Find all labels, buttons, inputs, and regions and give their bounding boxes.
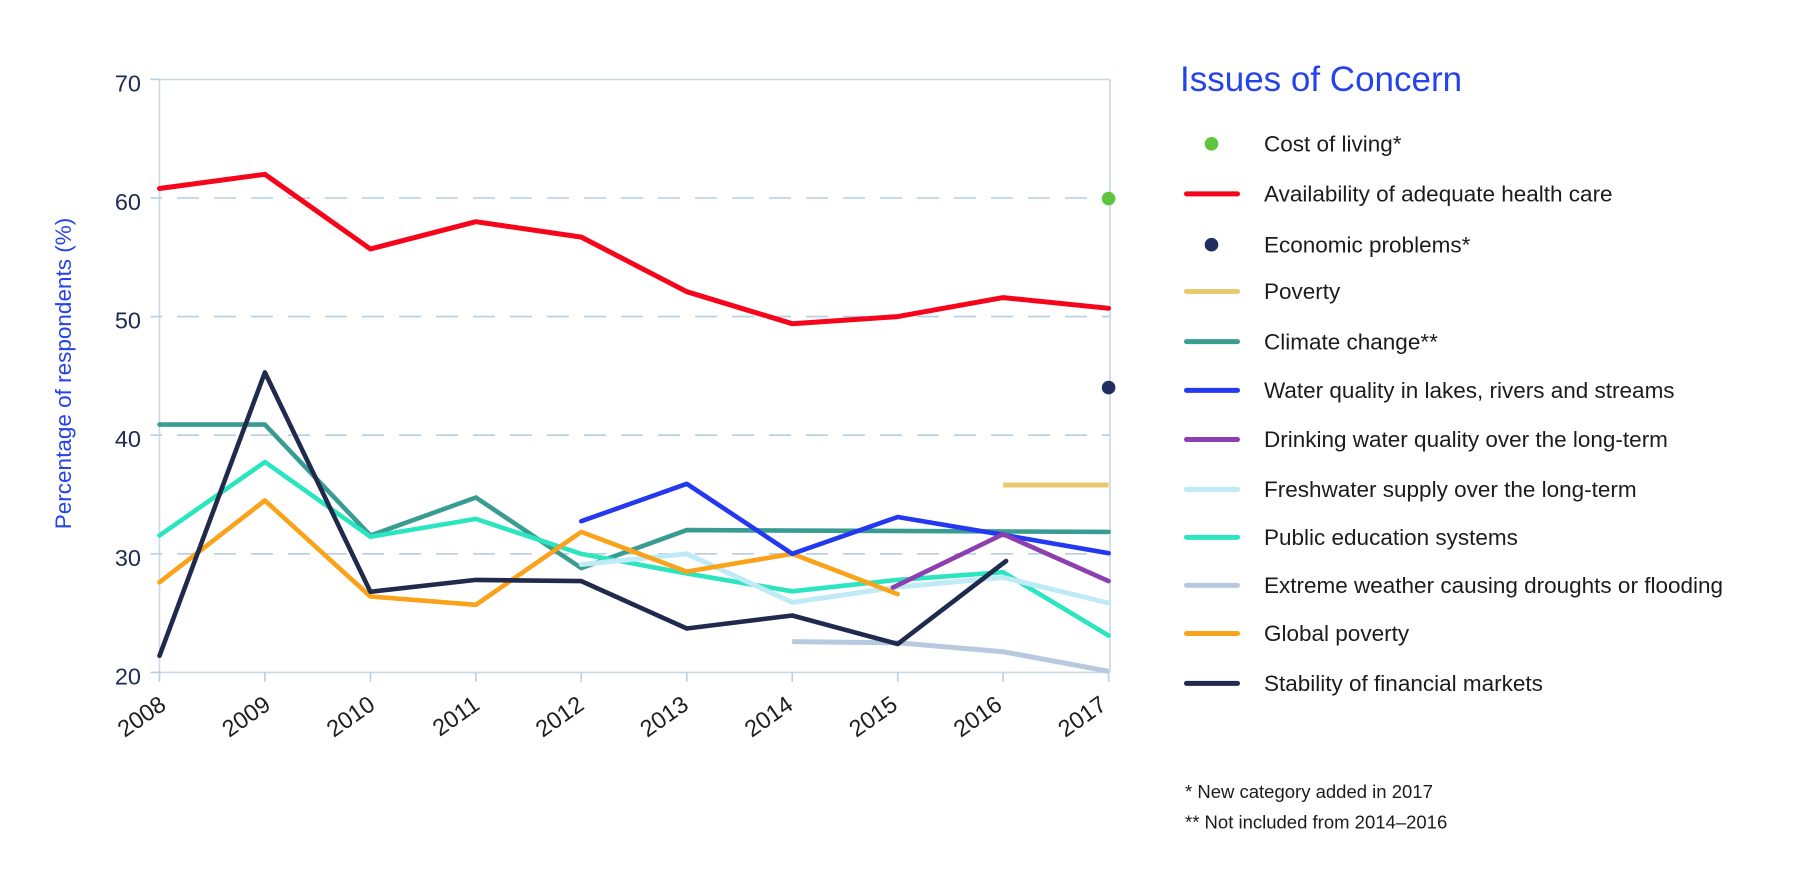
svg-text:2008: 2008 bbox=[113, 691, 171, 742]
svg-text:Freshwater supply over the lon: Freshwater supply over the long-term bbox=[1264, 477, 1637, 502]
svg-text:50: 50 bbox=[115, 308, 141, 334]
svg-text:* New category added in 2017: * New category added in 2017 bbox=[1185, 781, 1433, 802]
svg-text:Cost of living*: Cost of living* bbox=[1264, 132, 1402, 157]
svg-text:30: 30 bbox=[115, 545, 141, 571]
svg-text:** Not included from 2014–2016: ** Not included from 2014–2016 bbox=[1185, 811, 1447, 832]
svg-text:2016: 2016 bbox=[949, 691, 1007, 742]
svg-text:20: 20 bbox=[115, 663, 141, 689]
svg-text:Poverty: Poverty bbox=[1264, 279, 1341, 304]
svg-text:Public education systems: Public education systems bbox=[1264, 525, 1518, 550]
svg-text:Global poverty: Global poverty bbox=[1264, 621, 1410, 646]
svg-text:Extreme weather causing drough: Extreme weather causing droughts or floo… bbox=[1264, 573, 1723, 598]
svg-text:Availability of adequate healt: Availability of adequate health care bbox=[1264, 182, 1613, 207]
svg-text:2013: 2013 bbox=[635, 691, 693, 742]
svg-text:2017: 2017 bbox=[1053, 691, 1111, 742]
svg-text:2012: 2012 bbox=[531, 691, 589, 742]
svg-text:Water quality in lakes, rivers: Water quality in lakes, rivers and strea… bbox=[1264, 378, 1675, 403]
svg-text:70: 70 bbox=[115, 70, 141, 96]
svg-text:Climate change**: Climate change** bbox=[1264, 329, 1438, 354]
svg-text:2010: 2010 bbox=[322, 691, 380, 742]
svg-text:2014: 2014 bbox=[740, 691, 798, 742]
svg-text:2009: 2009 bbox=[217, 691, 275, 742]
svg-text:Percentage of respondents (%): Percentage of respondents (%) bbox=[51, 218, 76, 529]
svg-text:Issues of Concern: Issues of Concern bbox=[1180, 60, 1462, 99]
svg-text:60: 60 bbox=[115, 189, 141, 215]
svg-text:Drinking water quality over th: Drinking water quality over the long-ter… bbox=[1264, 427, 1668, 452]
svg-text:2015: 2015 bbox=[844, 691, 902, 742]
svg-text:40: 40 bbox=[115, 426, 141, 452]
svg-text:Economic problems*: Economic problems* bbox=[1264, 232, 1471, 257]
svg-text:Stability of financial markets: Stability of financial markets bbox=[1264, 671, 1543, 696]
svg-text:2011: 2011 bbox=[428, 691, 484, 741]
